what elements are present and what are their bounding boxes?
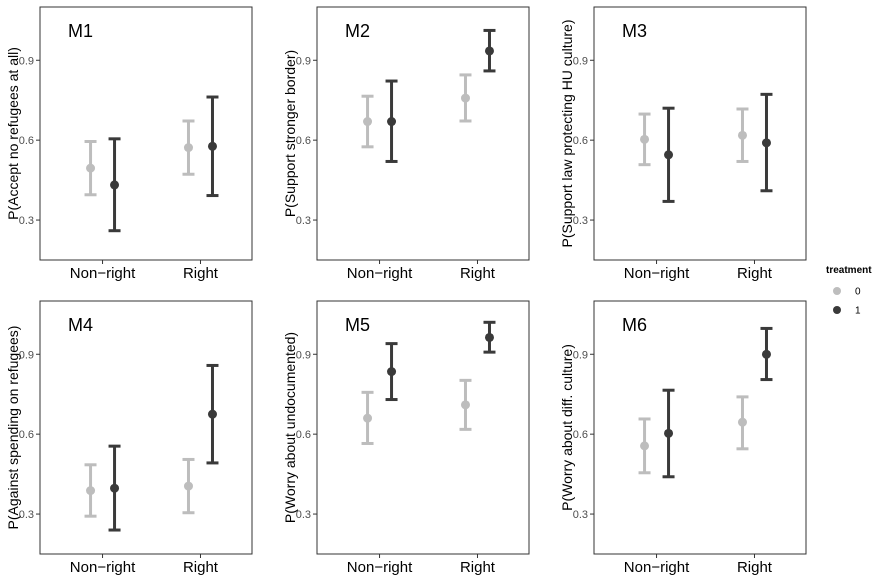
- panel-4-ytick-label: 0.6: [19, 429, 34, 441]
- panel-5-t0-nonright-point: [363, 413, 373, 423]
- panel-2-xtick-label: Right: [460, 265, 496, 282]
- panel-5-ylabel: P(Worry about undocumented): [282, 332, 298, 523]
- panel-3-t1-nonright-point: [664, 150, 674, 160]
- panel-5-t0-right-point: [460, 400, 470, 410]
- panel-1-frame: [39, 6, 253, 261]
- legend-label-0: 0: [855, 287, 861, 298]
- panel-4-ylabel: P(Against spending on refugees): [5, 326, 21, 530]
- panel-4-t0-right-point: [183, 481, 193, 491]
- panel-6-t0-right-point: [737, 417, 747, 427]
- panel-6-t1-nonright-point: [664, 428, 674, 438]
- panel-4-xtick-label: Non−right: [70, 559, 136, 576]
- panel-6-t1-right-point: [761, 349, 771, 359]
- panel-4-title: M4: [68, 315, 93, 335]
- panel-4-ytick-label: 0.9: [19, 349, 34, 361]
- panel-2-ytick-label: 0.3: [296, 215, 311, 227]
- panel-3-xtick-label: Right: [737, 265, 773, 282]
- panel-3-frame: [593, 6, 807, 261]
- panel-6-xtick-label: Right: [737, 559, 773, 576]
- panel-4-t1-right-point: [207, 409, 217, 419]
- panel-4-ytick-label: 0.3: [19, 509, 34, 521]
- panel-4-t1-nonright-point: [110, 483, 120, 493]
- panel-4-frame: [39, 300, 253, 555]
- panel-3-t0-nonright-point: [640, 134, 650, 144]
- panel-1-ytick-label: 0.6: [19, 135, 34, 147]
- legend-label-1: 1: [855, 306, 861, 317]
- panel-3-t0-right-point: [737, 130, 747, 140]
- panel-5-frame: [316, 300, 530, 555]
- panel-2-xtick-label: Non−right: [347, 265, 413, 282]
- legend-key-0: [833, 287, 841, 295]
- panel-5-title: M5: [345, 315, 370, 335]
- panel-5-ytick-label: 0.3: [296, 509, 311, 521]
- panel-3-ytick-label: 0.9: [573, 55, 588, 67]
- panel-5-xtick-label: Non−right: [347, 559, 413, 576]
- panel-5-ytick-label: 0.9: [296, 349, 311, 361]
- panel-6-ytick-label: 0.6: [573, 429, 588, 441]
- panel-1-t0-right-point: [183, 143, 193, 153]
- panel-1-title: M1: [68, 21, 93, 41]
- panel-1-ytick-label: 0.3: [19, 215, 34, 227]
- panel-2-t1-right-point: [484, 46, 494, 56]
- panel-3-title: M3: [622, 21, 647, 41]
- panel-3-t1-right-point: [761, 138, 771, 148]
- panel-2-t0-right-point: [460, 93, 470, 103]
- legend-title: treatment: [826, 265, 872, 276]
- panel-6-title: M6: [622, 315, 647, 335]
- panel-5-t1-right-point: [484, 332, 494, 342]
- panel-3-xtick-label: Non−right: [624, 265, 690, 282]
- panel-1-xtick-label: Non−right: [70, 265, 136, 282]
- panel-6-t0-nonright-point: [640, 441, 650, 451]
- panel-5-ytick-label: 0.6: [296, 429, 311, 441]
- panel-1-xtick-label: Right: [183, 265, 219, 282]
- panel-1-t0-nonright-point: [86, 163, 96, 173]
- panel-2-frame: [316, 6, 530, 261]
- panel-3-ylabel: P(Support law protecting HU culture): [559, 20, 575, 248]
- panel-2-t0-nonright-point: [363, 117, 373, 127]
- panel-1-ytick-label: 0.9: [19, 55, 34, 67]
- panel-5-t1-nonright-point: [387, 367, 397, 377]
- panel-5-xtick-label: Right: [460, 559, 496, 576]
- panel-1-t1-nonright-point: [110, 180, 120, 190]
- panel-1-t1-right-point: [207, 141, 217, 151]
- panel-2-t1-nonright-point: [387, 117, 397, 127]
- panel-2-ytick-label: 0.6: [296, 135, 311, 147]
- legend-key-1: [833, 306, 841, 314]
- panel-4-xtick-label: Right: [183, 559, 219, 576]
- panel-2-title: M2: [345, 21, 370, 41]
- panel-4-t0-nonright-point: [86, 486, 96, 496]
- panel-6-ytick-label: 0.3: [573, 509, 588, 521]
- panel-2-ytick-label: 0.9: [296, 55, 311, 67]
- panel-6-xtick-label: Non−right: [624, 559, 690, 576]
- panel-6-frame: [593, 300, 807, 555]
- panel-2-ylabel: P(Support stronger border): [282, 50, 298, 217]
- panel-3-ytick-label: 0.3: [573, 215, 588, 227]
- panel-3-ytick-label: 0.6: [573, 135, 588, 147]
- panel-6-ytick-label: 0.9: [573, 349, 588, 361]
- panel-1-ylabel: P(Accept no refugees at all): [5, 47, 21, 220]
- panel-6-ylabel: P(Worry about diff. culture): [559, 344, 575, 511]
